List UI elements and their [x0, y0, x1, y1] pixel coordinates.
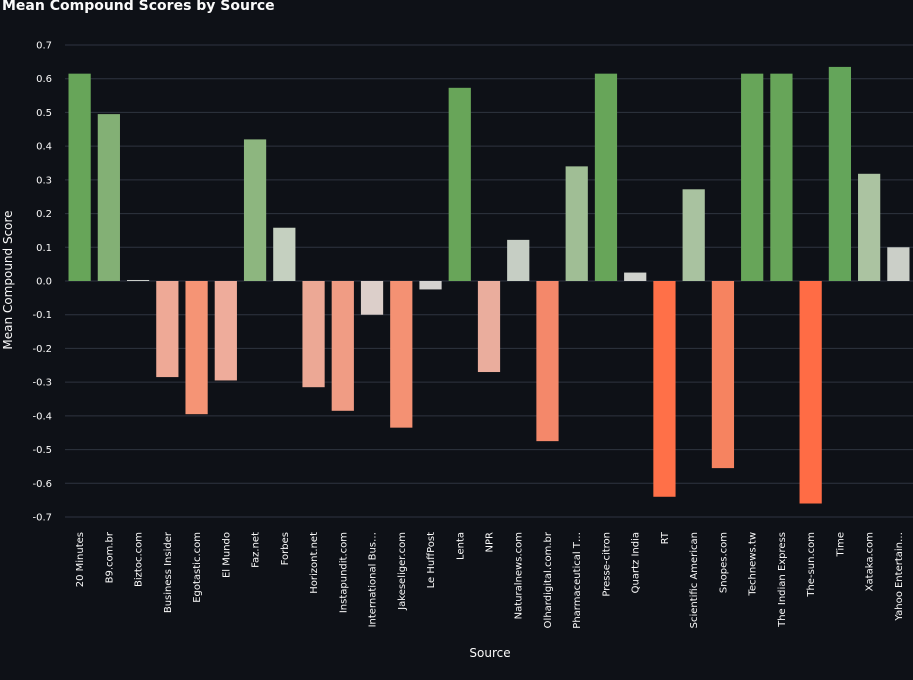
y-tick-label: 0.1: [36, 243, 52, 254]
bar: [331, 281, 354, 411]
y-tick-label: 0.5: [36, 108, 52, 119]
y-tick-labels: 0.7 0.6 0.5 0.4 0.3 0.2 0.1 0.0 -0.1 -0.2 -0.3 -0.4…: [32, 41, 52, 524]
bar: [419, 281, 442, 290]
x-tick-label: Scientific American: [689, 532, 700, 628]
y-tick-label: -0.4: [32, 411, 52, 422]
y-tick-label: -0.5: [32, 445, 52, 456]
y-axis-title: Mean Compound Score: [1, 210, 15, 349]
x-tick-label: Le HuffPost: [426, 532, 437, 588]
bars: [68, 66, 910, 504]
x-tick-label: Biztoc.com: [134, 532, 145, 587]
bar: [214, 281, 237, 381]
bar: [711, 281, 735, 469]
bar: [477, 281, 501, 373]
bar: [682, 189, 705, 281]
x-tick-label: Pharmaceutical T…: [572, 532, 583, 629]
y-tick-label: -0.1: [32, 310, 52, 321]
bar: [594, 73, 618, 282]
bar: [185, 281, 208, 415]
y-tick-label: 0.7: [36, 41, 52, 52]
y-tick-label: -0.3: [32, 378, 52, 389]
x-tick-labels: 20 Minutes B9.com.br Biztoc.com Business In…: [75, 531, 905, 629]
x-tick-label: Egotastic.com: [192, 532, 203, 603]
bar: [156, 281, 179, 378]
bar: [828, 66, 852, 282]
y-tick-label: -0.6: [32, 479, 52, 490]
chart-title: Mean Compound Scores by Source: [2, 0, 275, 14]
x-tick-label: Naturalnews.com: [514, 532, 525, 619]
x-tick-label: Olhardigital.com.br: [543, 531, 554, 628]
x-tick-label: B9.com.br: [104, 531, 115, 583]
x-tick-label: RT: [660, 531, 671, 544]
x-tick-label: The-sun.com: [806, 532, 817, 598]
bar: [302, 281, 325, 388]
x-tick-label: Snopes.com: [718, 532, 729, 593]
x-tick-label: Quartz India: [631, 532, 642, 593]
bar: [741, 73, 764, 282]
bar: [507, 239, 530, 281]
x-tick-label: Presse-citron: [601, 532, 612, 597]
bar: [858, 173, 881, 281]
x-tick-label: International Bus…: [368, 532, 379, 627]
x-axis-title: Source: [469, 646, 510, 660]
x-tick-label: Lenta: [455, 532, 466, 560]
bar: [565, 166, 588, 281]
y-tick-label: 0.3: [36, 175, 52, 186]
bar: [126, 279, 150, 281]
x-tick-label: NPR: [485, 532, 496, 553]
bar: [536, 281, 559, 442]
x-tick-label: Technews.tw: [748, 532, 759, 597]
y-tick-label: -0.7: [32, 513, 52, 524]
bar: [448, 87, 471, 282]
bar: [770, 73, 793, 282]
x-tick-label: Time: [835, 532, 846, 557]
bar: [624, 272, 647, 281]
bar: [68, 73, 91, 282]
x-tick-label: Xataka.com: [865, 532, 876, 591]
bar: [390, 281, 413, 428]
bar: [360, 281, 384, 315]
x-tick-label: Yahoo Entertain…: [894, 532, 905, 622]
bar: [653, 281, 676, 497]
x-tick-label: Forbes: [280, 532, 291, 565]
x-tick-label: The Indian Express: [777, 532, 788, 628]
bar: [273, 227, 296, 281]
y-tick-label: -0.2: [32, 344, 52, 355]
x-tick-label: Jakeseliger.com: [397, 532, 408, 611]
bar: [97, 114, 120, 281]
x-tick-label: Instapundit.com: [338, 532, 349, 613]
y-tick-label: 0.6: [36, 74, 52, 85]
x-tick-label: Horizont.net: [309, 532, 320, 594]
x-tick-label: 20 Minutes: [75, 532, 86, 587]
x-tick-label: Business Insider: [163, 531, 174, 613]
bar: [799, 281, 822, 504]
y-tick-label: 0.2: [36, 209, 52, 220]
y-tick-label: 0.4: [36, 142, 52, 153]
bar: [887, 247, 910, 281]
x-tick-label: El Mundo: [221, 532, 232, 578]
y-tick-label: 0.0: [36, 277, 52, 288]
x-tick-label: Faz.net: [251, 532, 262, 568]
bar: [243, 139, 267, 281]
